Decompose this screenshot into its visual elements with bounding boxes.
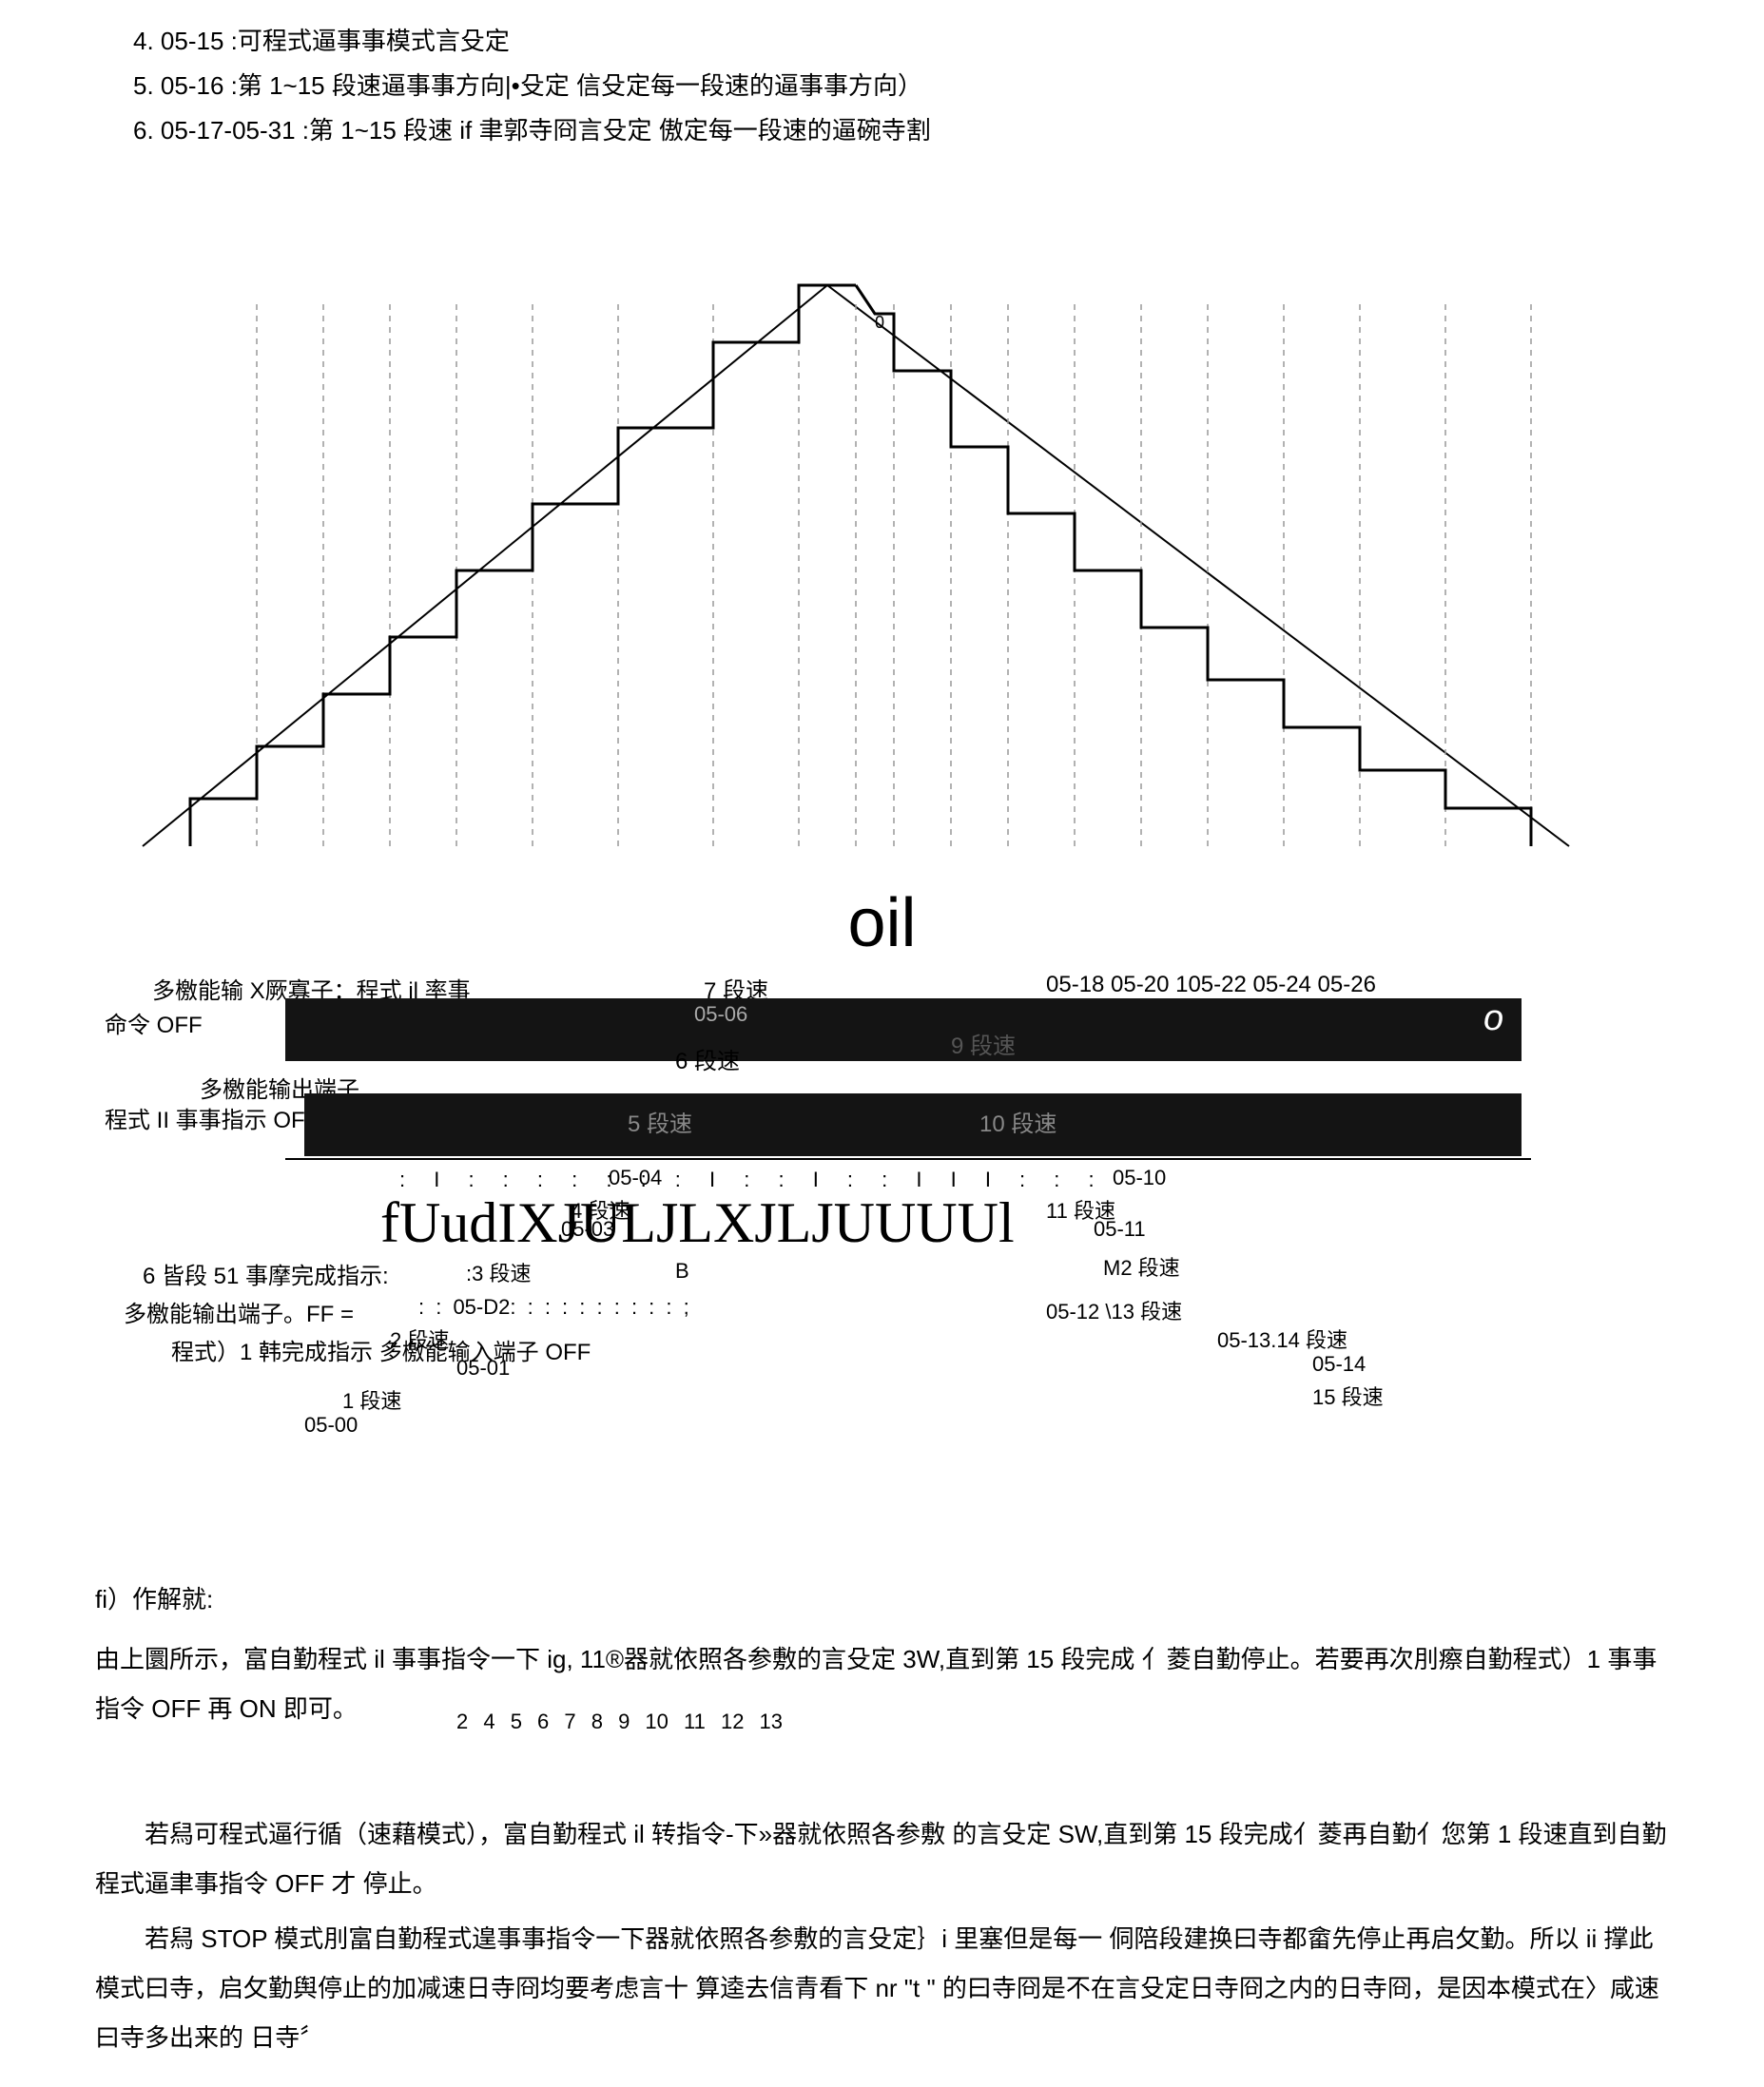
- o-italic: o: [1483, 998, 1503, 1039]
- huge-fake-text: fUudIXJULJLXJLJUUUUl: [380, 1190, 1015, 1256]
- lbl-0502-dots: : : 05-D2: : : : : : : : : : ;: [418, 1295, 689, 1320]
- oil-label: oil: [95, 884, 1669, 962]
- lbl-0506: 05-06: [694, 1002, 747, 1027]
- lbl-1seg: 1 段速: [342, 1384, 401, 1415]
- bar-1: [285, 998, 1522, 1061]
- lbl-0510: 05-10: [1113, 1166, 1166, 1190]
- lbl-6seg: 6 段速: [675, 1042, 740, 1075]
- header-line-4: 4. 05-15 :可程式逼事事模式言殳定: [133, 19, 1669, 64]
- lbl-M2: M2 段速: [1103, 1251, 1180, 1282]
- header-line-6: 6. 05-17-05-31 :第 1~15 段速 if 聿郭寺冏言殳定 傲定每…: [133, 108, 1669, 153]
- lbl-B: B: [675, 1259, 689, 1284]
- lbl-5seg: 5 段速: [628, 1105, 692, 1138]
- lbl-ff: 多檄能输出端子。FF =: [124, 1295, 354, 1328]
- lbl-0500: 05-00: [304, 1413, 358, 1438]
- description-block: 由上圜所示，富自勤程式 il 事事指令一下 ig, 11®器就依照各参敷的言殳定…: [95, 1634, 1669, 2062]
- lbl-cheng: 程式）1 韩完成指示 多檄能输入端子 OFF: [171, 1333, 591, 1366]
- mid-labels-block: 多檄能输 X厥寡子：程式 il 率事 7 段速 05-18 05-20 105-…: [95, 972, 1669, 1580]
- svg-text:0: 0: [875, 313, 884, 332]
- row4-left: 程式 II 事事指示 OFF: [105, 1101, 319, 1134]
- desc-p3: 若舄 STOP 模式刖富自勤程式遑事事指令一下器就依照各参敷的言殳定｝i 里塞但…: [95, 1914, 1669, 2062]
- fi-heading: fi）作解就:: [95, 1580, 1669, 1615]
- lbl-9seg: 9 段速: [951, 1027, 1016, 1060]
- lbl-0512: 05-12 \13 段速: [1046, 1295, 1182, 1325]
- lbl-10seg: 10 段速: [979, 1105, 1056, 1138]
- lbl-0513: 05-13.14 段速: [1217, 1324, 1347, 1354]
- lbl-0514: 05-14: [1312, 1352, 1366, 1377]
- lbl-0511: 05-11: [1094, 1217, 1146, 1242]
- step-chart: 0: [95, 228, 1669, 894]
- header-line-5: 5. 05-16 :第 1~15 段速逼事事方向|•殳定 信殳定每一段速的逼事事…: [133, 64, 1669, 108]
- tick-dots-1: : I : : : : : : : I : : I : : I I I : : …: [399, 1168, 1095, 1192]
- off-cmd: 命令 OFF: [105, 1006, 203, 1039]
- thin-rule: [285, 1158, 1531, 1160]
- lbl-3seg: :3 段速: [466, 1257, 531, 1287]
- row1-right: 05-18 05-20 105-22 05-24 05-26: [1046, 972, 1376, 998]
- lbl-2seg: 2 段速: [390, 1324, 449, 1354]
- desc-p2: 若舄可程式逼行循（速藉模式），富自勤程式 il 转指令-下»器就依照各参敷 的言…: [95, 1809, 1669, 1908]
- lbl-15seg: 15 段速: [1312, 1381, 1384, 1411]
- lbl-0501: 05-01: [456, 1356, 510, 1381]
- num-row: 2 4 5 6 7 8 9 10 11 12 13: [456, 1701, 1764, 1743]
- bar-2: [304, 1093, 1522, 1156]
- lbl-651: 6 皆段 51 事摩完成指示:: [143, 1257, 389, 1290]
